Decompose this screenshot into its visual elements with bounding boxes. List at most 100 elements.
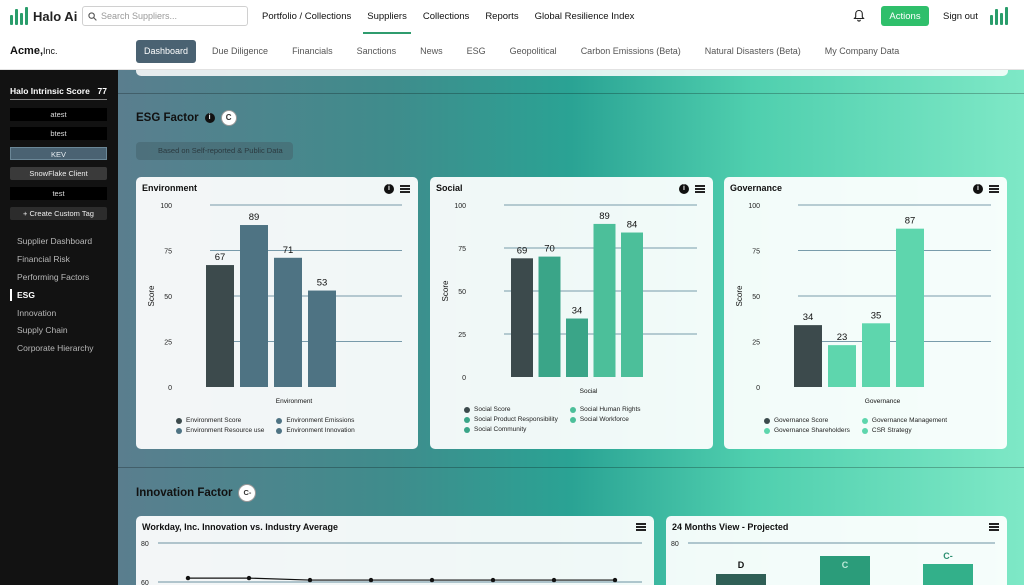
legend-swatch — [176, 427, 182, 434]
tab-sanctions[interactable]: Sanctions — [356, 46, 397, 56]
bar-environment-innovation[interactable] — [308, 290, 336, 387]
sign-out-link[interactable]: Sign out — [943, 11, 978, 22]
hamburger-menu-icon[interactable] — [989, 185, 999, 193]
hamburger-menu-icon[interactable] — [636, 523, 646, 531]
environment-card: Environment i 0 25 50 75 100 Score 67 89 71 53 Envir… — [136, 177, 418, 449]
legend-item-environment-emissions[interactable]: Environment Emissions — [276, 417, 354, 424]
sidebar-link-supplier-dashboard[interactable]: Supplier Dashboard — [17, 236, 93, 246]
bar-social-community[interactable] — [566, 318, 588, 377]
active-link-marker — [10, 289, 12, 301]
line-point[interactable] — [551, 577, 557, 583]
sidebar-link-financial-risk[interactable]: Financial Risk — [17, 254, 70, 264]
y-axis-label: Score — [147, 285, 156, 306]
company-name: Acme,Inc. — [10, 45, 58, 57]
legend-item-social-product-responsibility[interactable]: Social Product Responsibility — [464, 416, 558, 423]
info-icon[interactable]: i — [204, 113, 215, 123]
line-point[interactable] — [246, 575, 252, 581]
legend-item-governance-management[interactable]: Governance Management — [861, 417, 948, 424]
projection-bar-d[interactable] — [716, 574, 766, 585]
y-tick-label: 0 — [168, 385, 172, 392]
legend-swatch — [569, 406, 576, 413]
legend-label: Governance Management — [871, 417, 948, 424]
tag-test[interactable]: test — [10, 187, 107, 200]
nav-portfolio-collections[interactable]: Portfolio / Collections — [262, 11, 352, 22]
legend-item-social-workforce[interactable]: Social Workforce — [569, 416, 641, 423]
legend-item-governance-shareholders[interactable]: Governance Shareholders — [764, 427, 850, 434]
line-point[interactable] — [307, 577, 313, 583]
nav-collections[interactable]: Collections — [422, 11, 470, 22]
bar-environment-emissions[interactable] — [240, 225, 268, 387]
search-input[interactable] — [101, 11, 241, 21]
nav-global-resilience-index[interactable]: Global Resilience Index — [534, 11, 635, 22]
legend-item-environment-innovation[interactable]: Environment Innovation — [276, 427, 355, 434]
chart-controls — [636, 523, 646, 531]
x-axis-label: Social — [580, 388, 598, 395]
line-point[interactable] — [490, 577, 496, 583]
line-point[interactable] — [429, 577, 435, 583]
create-custom-tag-button[interactable]: + Create Custom Tag — [10, 207, 107, 220]
tag-snowflake-client[interactable]: SnowFlake Client — [10, 167, 107, 180]
bar-governance-score[interactable] — [794, 325, 822, 387]
bar-csr-strategy[interactable] — [896, 228, 924, 387]
supplier-search[interactable] — [82, 6, 248, 26]
bar-social-product-responsibility[interactable] — [538, 256, 561, 377]
bar-social-score[interactable] — [511, 258, 533, 377]
tag-btest[interactable]: btest — [10, 127, 107, 140]
info-icon[interactable]: i — [384, 184, 394, 194]
legend-item-governance-score[interactable]: Governance Score — [764, 417, 850, 424]
bar-social-workforce[interactable] — [621, 232, 643, 377]
tab-natural-disasters-beta[interactable]: Natural Disasters (Beta) — [704, 46, 801, 56]
bar-environment-score[interactable] — [206, 265, 234, 387]
logo-bars-icon — [10, 7, 28, 25]
line-point[interactable] — [368, 577, 374, 583]
sidebar-link-innovation[interactable]: Innovation — [17, 308, 57, 318]
bar-environment-resource-use[interactable] — [274, 257, 302, 387]
tag-kev[interactable]: KEV — [10, 147, 107, 160]
innovation-vs-industry-card: Workday, Inc. Innovation vs. Industry Av… — [136, 516, 654, 585]
sidebar-link-supply-chain[interactable]: Supply Chain — [17, 325, 68, 335]
hamburger-menu-icon[interactable] — [400, 185, 410, 193]
legend-item-social-score[interactable]: Social Score — [464, 406, 558, 413]
tag-atest[interactable]: atest — [10, 108, 107, 121]
x-axis-label: Governance — [865, 398, 901, 405]
tab-news[interactable]: News — [420, 46, 443, 56]
nav-reports[interactable]: Reports — [485, 11, 519, 22]
projection-bar-c[interactable] — [820, 556, 870, 585]
projection-bar-c[interactable] — [923, 564, 973, 585]
info-icon[interactable]: i — [973, 184, 983, 194]
hamburger-menu-icon[interactable] — [989, 523, 999, 531]
sidebar-link-corporate-hierarchy[interactable]: Corporate Hierarchy — [17, 343, 94, 353]
info-icon[interactable]: i — [679, 184, 689, 194]
projection-grade-label: D — [738, 560, 745, 570]
sidebar-link-performing-factors[interactable]: Performing Factors — [17, 272, 90, 282]
brand-logo[interactable]: Halo Ai — [10, 7, 77, 25]
legend-item-csr-strategy[interactable]: CSR Strategy — [861, 427, 947, 434]
tab-carbon-emissions-beta[interactable]: Carbon Emissions (Beta) — [580, 46, 681, 56]
user-avatar-icon[interactable] — [990, 7, 1008, 25]
legend-item-environment-score[interactable]: Environment Score — [176, 417, 264, 424]
hamburger-menu-icon[interactable] — [695, 185, 705, 193]
line-point[interactable] — [185, 575, 191, 581]
main-content: ESG Factor i C Based on Self-reported & … — [118, 70, 1024, 585]
governance-card: Governance i 0 25 50 75 100 Score 34 23 35 87 Govern… — [724, 177, 1007, 449]
y-tick-label: 100 — [748, 203, 760, 210]
legend-item-social-human-rights[interactable]: Social Human Rights — [569, 406, 641, 413]
sidebar-link-esg[interactable]: ESG — [17, 290, 35, 300]
legend-item-social-community[interactable]: Social Community — [464, 426, 558, 433]
bar-social-human-rights[interactable] — [593, 223, 616, 377]
actions-button[interactable]: Actions — [881, 6, 929, 26]
tab-financials[interactable]: Financials — [292, 46, 333, 56]
legend-item-environment-resource-use[interactable]: Environment Resource use — [176, 427, 264, 434]
tab-geopolitical[interactable]: Geopolitical — [509, 46, 557, 56]
tab-my-company-data[interactable]: My Company Data — [824, 46, 900, 56]
bell-icon[interactable] — [853, 9, 865, 22]
tab-dashboard[interactable]: Dashboard — [136, 40, 197, 63]
y-tick-label: 80 — [671, 541, 679, 548]
tab-esg[interactable]: ESG — [466, 46, 486, 56]
tab-due-diligence[interactable]: Due Diligence — [212, 46, 269, 56]
line-point[interactable] — [612, 577, 618, 583]
bar-governance-management[interactable] — [862, 323, 890, 387]
nav-suppliers[interactable]: Suppliers — [363, 0, 411, 34]
bar-governance-shareholders[interactable] — [828, 345, 856, 387]
bar-value-label: 34 — [803, 312, 814, 323]
